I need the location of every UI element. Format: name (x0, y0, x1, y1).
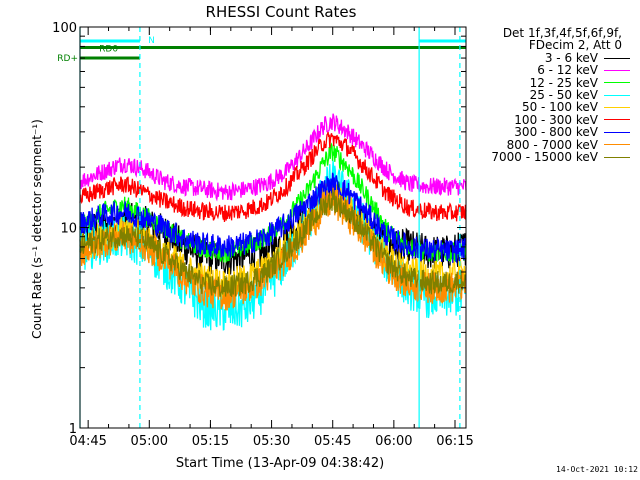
legend-swatch (604, 69, 630, 71)
legend-swatch (604, 156, 630, 158)
x-tick-label-06-15: 06:15 (436, 434, 473, 449)
x-tick-label-04-45: 04:45 (69, 434, 106, 449)
state-bar-label-rd0: RD0 (99, 45, 118, 55)
axes-layer: 04:45 05:00 05:15 05:30 05:45 06:00 06:15 1 10 10… (52, 21, 474, 449)
legend-entry-800-7000-kev: 800 - 7000 keV (480, 137, 630, 152)
legend-entry-300-800-kev: 300 - 800 keV (480, 125, 630, 140)
legend-label: 7000 - 15000 keV (491, 149, 598, 164)
legend-label: 3 - 6 keV (544, 50, 598, 65)
legend-label: 800 - 7000 keV (506, 137, 598, 152)
legend-swatch (604, 82, 630, 84)
y-axis-label: Count Rate (s⁻¹ detector segment⁻¹) (30, 119, 44, 339)
series-line-100-300-kev (79, 131, 467, 223)
legend-header-line-1: Det 1f,3f,4f,5f,6f,9f, (502, 26, 622, 40)
series-line-300-800-kev (79, 172, 467, 264)
x-tick-label-05-45: 05:45 (314, 434, 351, 449)
series-line-7000-15000-kev (79, 189, 467, 297)
series-layer (79, 113, 467, 331)
legend-entry-12-25-kev: 12 - 25 keV (480, 75, 630, 90)
chart-title: RHESSI Count Rates (206, 3, 357, 21)
x-tick-label-06-00: 06:00 (375, 434, 412, 449)
legend-label: 50 - 100 keV (521, 100, 598, 115)
series-line-6-12-kev (79, 113, 467, 202)
generation-timestamp: 14-Oct-2021 10:12 (556, 465, 638, 474)
legend-header-line-2: FDecim 2, Att 0 (528, 38, 622, 53)
y-tick-label-10: 10 (60, 222, 77, 237)
state-bar-label-n: N (148, 36, 155, 46)
legend-entry-3-6-kev: 3 - 6 keV (480, 50, 630, 65)
x-axis-label: Start Time (13-Apr-09 04:38:42) (176, 456, 384, 471)
legend-entry-25-50-kev: 25 - 50 keV (480, 89, 630, 101)
x-tick-label-05-30: 05:30 (253, 434, 290, 449)
legend-label: 25 - 50 keV (529, 87, 598, 102)
legend-label: 100 - 300 keV (514, 112, 598, 127)
legend-label: 12 - 25 keV (529, 75, 598, 90)
chart-legend: Det 1f,3f,4f,5f,6f,9f, FDecim 2, Att 0 3… (480, 27, 630, 163)
legend-entry-6-12-kev: 6 - 12 keV (480, 63, 630, 78)
x-tick-label-05-15: 05:15 (192, 434, 229, 449)
legend-swatch (604, 144, 630, 146)
state-bar-label-rd: RD+ (57, 54, 78, 64)
legend-swatch (604, 107, 630, 109)
legend-label: 6 - 12 keV (537, 63, 598, 78)
state-bars-layer: N RD0 RD+ (57, 36, 466, 64)
x-tick-label-05-00: 05:00 (131, 434, 168, 449)
legend-swatch (604, 119, 630, 121)
y-tick-label-100: 100 (52, 21, 77, 36)
legend-label: 300 - 800 keV (514, 125, 598, 140)
legend-entries: 3 - 6 keV 6 - 12 keV 12 - 25 keV 25 - 50 ke… (480, 50, 630, 163)
legend-swatch (604, 131, 630, 133)
y-tick-label-1: 1 (69, 422, 77, 437)
legend-swatch (604, 57, 630, 59)
legend-swatch (604, 94, 630, 96)
legend-entry-50-100-kev: 50 - 100 keV (480, 100, 630, 115)
legend-entry-7000-15000-kev: 7000 - 15000 keV (480, 151, 630, 163)
legend-entry-100-300-kev: 100 - 300 keV (480, 112, 630, 127)
